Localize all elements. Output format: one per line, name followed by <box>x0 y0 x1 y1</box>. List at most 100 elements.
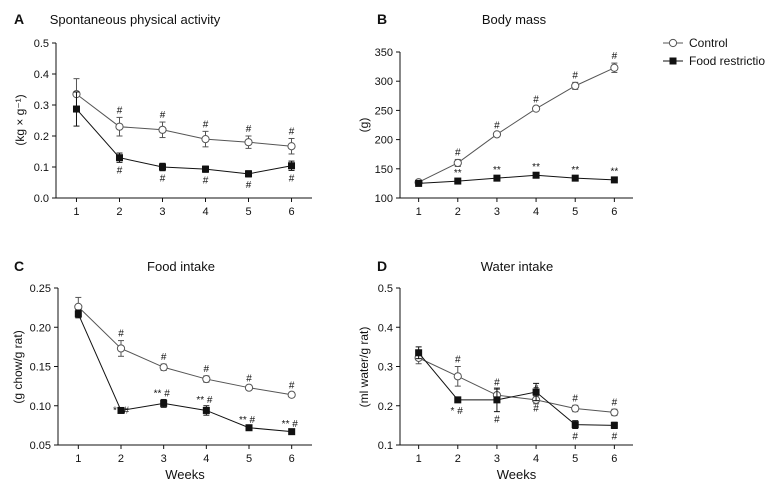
significance-mark: ** # <box>239 415 256 426</box>
data-point <box>72 105 80 113</box>
y-axis-label: (g) <box>357 118 371 133</box>
series-line <box>76 108 292 175</box>
data-point <box>610 408 619 417</box>
data-point <box>158 125 167 134</box>
y-tick-label: 0.4 <box>34 69 49 81</box>
data-point <box>532 388 540 396</box>
data-point <box>492 130 502 139</box>
chart-title: Spontaneous physical activity <box>50 12 221 27</box>
data-point <box>454 177 462 185</box>
data-point <box>453 158 462 168</box>
legend-control-label: Control <box>689 36 728 50</box>
data-point <box>610 421 618 429</box>
data-point <box>201 135 210 144</box>
significance-mark: # <box>118 329 124 340</box>
series-line <box>77 306 292 396</box>
y-tick-label: 350 <box>375 47 393 59</box>
y-tick-label: 0.3 <box>34 100 49 112</box>
panel-b: B Body mass (g) 100 150 200 250 300 350 1 2 3 4 5 6 # # #… <box>357 11 633 218</box>
significance-mark: # <box>572 393 578 404</box>
legend-food-marker <box>669 57 677 65</box>
series-food-restriction <box>415 346 618 430</box>
y-tick-label: 0.2 <box>34 131 49 143</box>
y-tick-label: 150 <box>375 164 393 176</box>
x-tick-label: 5 <box>572 206 578 218</box>
significance-mark: # <box>289 173 295 184</box>
significance-mark: # <box>160 174 166 185</box>
y-tick-label: 0.2 <box>378 401 393 413</box>
series-control <box>74 296 296 399</box>
data-point <box>453 372 462 381</box>
data-point <box>202 406 210 414</box>
legend: Control Food restrictio <box>663 36 765 68</box>
x-tick-label: 2 <box>455 206 461 218</box>
x-tick-label: 5 <box>245 206 251 218</box>
panel-letter: B <box>377 11 387 27</box>
x-tick-label: 5 <box>246 453 252 465</box>
y-tick-label: 0.5 <box>378 283 393 295</box>
series-line <box>77 313 292 433</box>
data-point <box>531 104 541 113</box>
x-tick-label: 6 <box>611 206 617 218</box>
y-axis-label: (g chow/g rat) <box>11 330 25 403</box>
significance-mark: # <box>204 364 210 375</box>
data-point <box>74 310 82 318</box>
significance-mark: # <box>533 384 539 395</box>
data-point <box>415 179 423 187</box>
series-line <box>418 357 615 413</box>
data-point <box>244 138 253 147</box>
x-tick-label: 3 <box>494 206 500 218</box>
x-tick-label: 1 <box>75 453 81 465</box>
data-point <box>117 406 125 414</box>
y-tick-label: 0.20 <box>30 322 51 334</box>
series-control <box>414 62 619 187</box>
data-point <box>244 383 254 392</box>
significance-mark: # <box>203 119 209 130</box>
y-tick-label: 0.05 <box>30 440 51 452</box>
significance-mark: # <box>117 165 123 176</box>
data-point <box>245 424 253 432</box>
significance-mark: # <box>572 70 578 81</box>
chart-title: Food intake <box>147 259 215 274</box>
significance-mark: # <box>246 373 252 384</box>
significance-mark: # <box>203 175 209 186</box>
panel-letter: A <box>14 11 24 27</box>
significance-mark: ** # <box>113 405 130 416</box>
x-tick-label: 4 <box>533 206 539 218</box>
data-point <box>202 165 210 173</box>
y-tick-label: 0.10 <box>30 401 51 413</box>
significance-mark: # <box>494 121 500 132</box>
y-tick-label: 250 <box>375 105 393 117</box>
y-tick-label: 0.4 <box>378 322 393 334</box>
panel-letter: D <box>377 258 387 274</box>
significance-mark: # <box>161 352 167 363</box>
significance-mark: # <box>117 105 123 116</box>
y-tick-label: 0.0 <box>34 193 49 205</box>
data-point <box>287 390 296 399</box>
y-tick-label: 0.1 <box>34 162 49 174</box>
legend-food-label: Food restrictio <box>689 54 765 68</box>
y-axis-label: (kg × g⁻¹) <box>13 94 27 145</box>
x-tick-label: 1 <box>416 206 422 218</box>
data-point <box>158 163 166 171</box>
x-axis-label: Weeks <box>497 467 537 482</box>
data-point <box>115 154 123 162</box>
y-tick-label: 0.1 <box>378 440 393 452</box>
series-food-restriction <box>415 171 618 187</box>
x-tick-label: 3 <box>161 453 167 465</box>
x-tick-label: 3 <box>159 206 165 218</box>
x-tick-label: 6 <box>611 453 617 465</box>
x-tick-label: 2 <box>118 453 124 465</box>
series-control <box>414 351 619 417</box>
y-axis-label: (ml water/g rat) <box>357 327 371 408</box>
series-line <box>418 352 615 426</box>
panel-a: A Spontaneous physical activity (kg × g⁻¹)… <box>13 11 312 218</box>
data-point <box>571 81 580 90</box>
data-point <box>287 142 296 151</box>
data-point <box>532 171 540 179</box>
significance-mark: # <box>494 377 500 388</box>
legend-control-marker <box>668 38 678 48</box>
significance-mark: ** <box>571 165 579 176</box>
y-tick-label: 0.5 <box>34 38 49 50</box>
